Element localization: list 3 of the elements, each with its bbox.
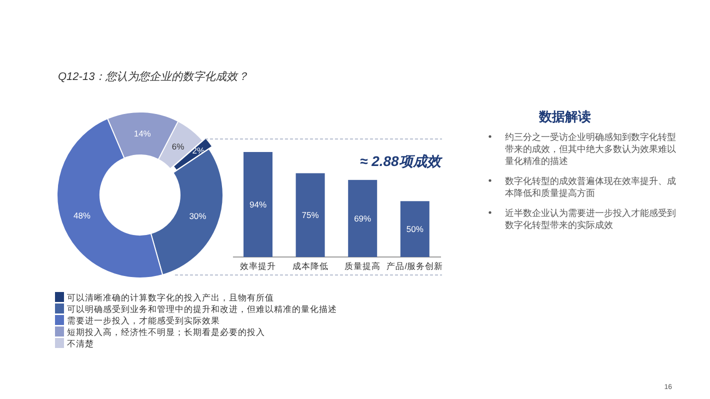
card-title: 数据解读 (539, 109, 591, 124)
annotation: ≈ 2.88项成效 (360, 153, 441, 169)
title: Q12-13：您认为您企业的数字化成效？ (58, 71, 249, 83)
